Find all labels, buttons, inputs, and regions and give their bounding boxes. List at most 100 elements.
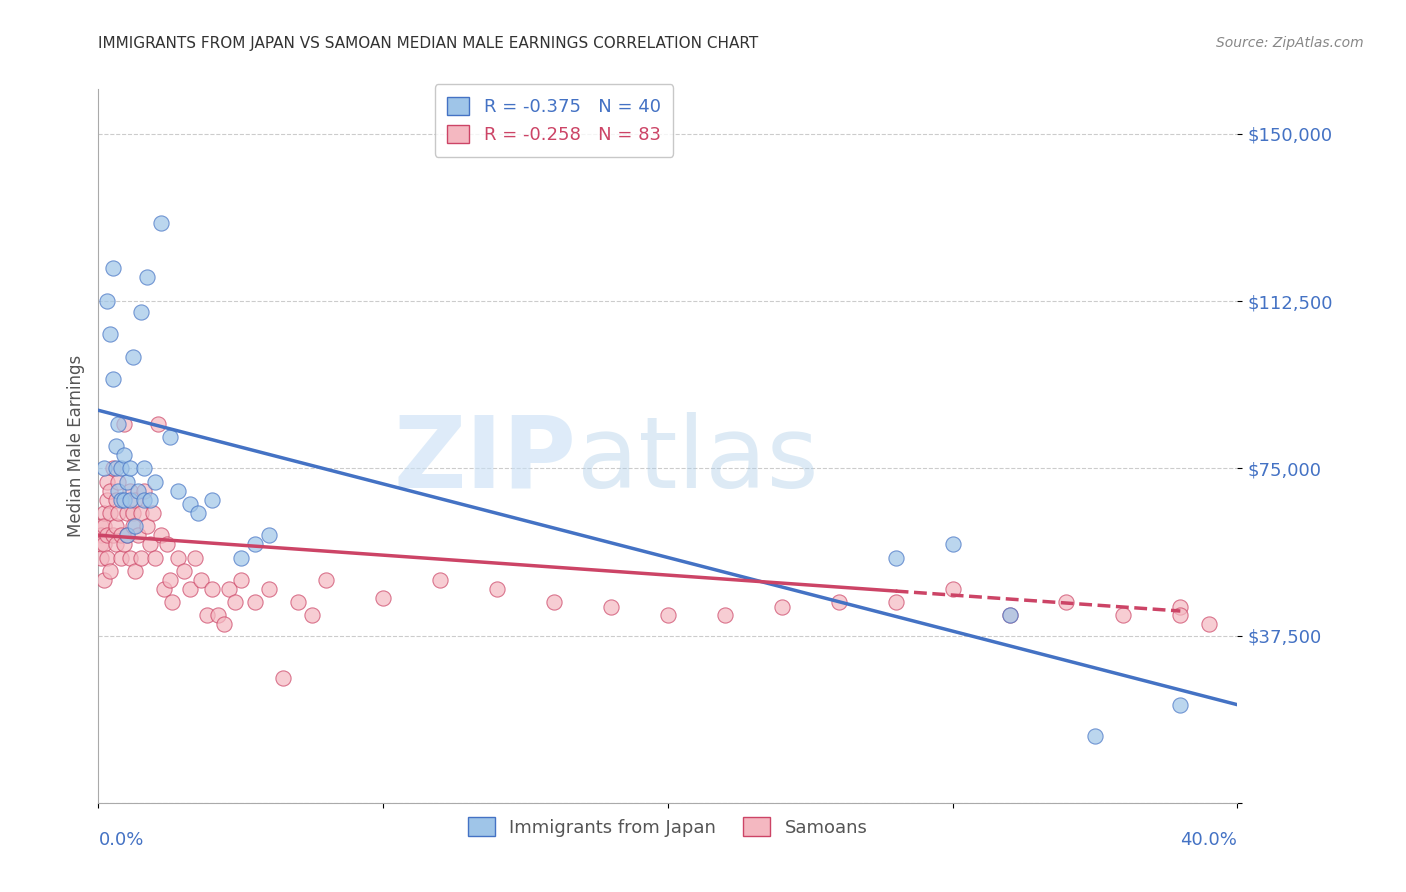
Point: [486, 582, 509, 596]
Text: IMMIGRANTS FROM JAPAN VS SAMOAN MEDIAN MALE EARNINGS CORRELATION CHART: IMMIGRANTS FROM JAPAN VS SAMOAN MEDIAN M…: [98, 36, 759, 51]
Point: [543, 595, 565, 609]
Point: [429, 573, 451, 587]
Text: 0.0%: 0.0%: [98, 831, 143, 849]
Point: [179, 497, 201, 511]
Point: [112, 537, 135, 551]
Point: [93, 573, 115, 587]
Point: [148, 417, 170, 431]
Point: [90, 550, 112, 565]
Point: [173, 564, 195, 578]
Point: [243, 595, 266, 609]
Point: [207, 608, 229, 623]
Point: [104, 492, 127, 507]
Point: [156, 537, 179, 551]
Point: [96, 492, 118, 507]
Point: [107, 483, 129, 498]
Point: [998, 608, 1021, 623]
Point: [107, 417, 129, 431]
Point: [714, 608, 737, 623]
Point: [118, 483, 141, 498]
Point: [90, 528, 112, 542]
Point: [115, 475, 138, 489]
Point: [1112, 608, 1135, 623]
Point: [179, 582, 201, 596]
Point: [110, 492, 132, 507]
Point: [224, 595, 246, 609]
Point: [101, 260, 124, 275]
Point: [942, 582, 965, 596]
Point: [90, 537, 112, 551]
Point: [112, 417, 135, 431]
Point: [187, 506, 209, 520]
Point: [201, 492, 224, 507]
Point: [124, 492, 146, 507]
Point: [127, 528, 149, 542]
Point: [315, 573, 337, 587]
Point: [373, 591, 395, 605]
Point: [167, 550, 190, 565]
Point: [184, 550, 207, 565]
Point: [770, 599, 793, 614]
Point: [259, 582, 281, 596]
Point: [98, 483, 121, 498]
Point: [107, 506, 129, 520]
Point: [167, 483, 190, 498]
Point: [828, 595, 851, 609]
Point: [96, 475, 118, 489]
Point: [884, 550, 907, 565]
Point: [93, 537, 115, 551]
Text: Source: ZipAtlas.com: Source: ZipAtlas.com: [1216, 36, 1364, 50]
Y-axis label: Median Male Earnings: Median Male Earnings: [66, 355, 84, 537]
Point: [90, 519, 112, 533]
Point: [138, 492, 160, 507]
Point: [132, 461, 155, 475]
Point: [104, 439, 127, 453]
Point: [98, 327, 121, 342]
Point: [159, 573, 181, 587]
Point: [1170, 599, 1192, 614]
Point: [132, 483, 155, 498]
Point: [138, 537, 160, 551]
Point: [118, 492, 141, 507]
Point: [115, 528, 138, 542]
Point: [229, 573, 252, 587]
Point: [201, 582, 224, 596]
Point: [145, 550, 167, 565]
Point: [600, 599, 623, 614]
Text: 40.0%: 40.0%: [1181, 831, 1237, 849]
Legend: Immigrants from Japan, Samoans: Immigrants from Japan, Samoans: [461, 810, 875, 844]
Point: [124, 564, 146, 578]
Point: [884, 595, 907, 609]
Point: [129, 550, 152, 565]
Point: [1084, 729, 1107, 743]
Point: [190, 573, 212, 587]
Point: [229, 550, 252, 565]
Point: [121, 350, 143, 364]
Point: [1056, 595, 1078, 609]
Point: [101, 461, 124, 475]
Point: [273, 671, 295, 685]
Point: [159, 430, 181, 444]
Point: [93, 519, 115, 533]
Point: [301, 608, 323, 623]
Point: [150, 216, 173, 230]
Point: [243, 537, 266, 551]
Point: [942, 537, 965, 551]
Point: [135, 269, 157, 284]
Point: [104, 537, 127, 551]
Point: [104, 461, 127, 475]
Point: [98, 564, 121, 578]
Point: [121, 519, 143, 533]
Point: [112, 492, 135, 507]
Point: [162, 595, 184, 609]
Point: [657, 608, 679, 623]
Point: [129, 305, 152, 319]
Point: [96, 528, 118, 542]
Point: [1170, 698, 1192, 712]
Point: [98, 506, 121, 520]
Point: [124, 519, 146, 533]
Point: [218, 582, 240, 596]
Point: [141, 506, 163, 520]
Point: [93, 506, 115, 520]
Point: [118, 461, 141, 475]
